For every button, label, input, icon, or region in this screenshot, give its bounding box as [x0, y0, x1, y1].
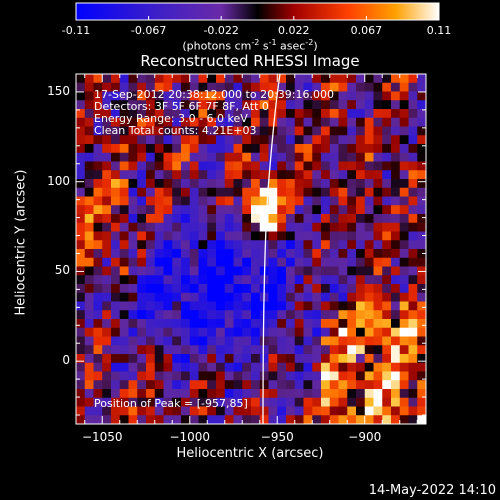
y-tick-label: 50 [54, 263, 70, 278]
colorbar-ticks [75, 16, 440, 20]
date-stamp: 14-May-2022 14:10 [368, 483, 496, 498]
y-axis-label: Heliocentric Y (arcsec) [13, 169, 29, 316]
solar-limb-line [262, 74, 281, 424]
colorbar-tick-label: -0.11 [61, 24, 91, 37]
peak-position-label: Position of Peak = [-957,85] [94, 397, 248, 410]
x-tick-label: −950 [260, 430, 294, 444]
axis-ticks [76, 73, 426, 424]
y-tick-label: 0 [62, 353, 70, 368]
colorbar-tick-label: -0.067 [130, 24, 167, 37]
y-tick-label: 100 [47, 173, 70, 188]
colorbar-tick-label: 0.022 [278, 24, 310, 37]
colorbar [75, 2, 440, 21]
colorbar-tick-label: 0.11 [426, 24, 452, 37]
info-line-energy: Energy Range: 3.0 - 6.0 keV [94, 112, 248, 125]
x-axis-label: Heliocentric X (arcsec) [176, 446, 324, 461]
colorbar-unit-label: (photons cm-2 s-1 asec-2) [182, 38, 318, 53]
colorbar-tick-label: -0.022 [203, 24, 239, 37]
colorbar-gradient [75, 2, 440, 21]
heatmap-pixels [76, 74, 426, 424]
info-line-clean: Clean Total counts: 4.21E+03 [94, 124, 257, 137]
info-line-detectors: Detectors: 3F 5F 6F 7F 8F, Att 0 [94, 100, 269, 113]
plot-frame [75, 73, 427, 425]
x-tick-label: −1000 [169, 430, 211, 444]
x-tick-label: −900 [348, 430, 382, 444]
info-line-time: 17-Sep-2012 20:38:12.000 to 20:39:16.000 [94, 88, 334, 101]
plot-title: Reconstructed RHESSI Image [140, 52, 360, 70]
x-tick-label: −1050 [81, 430, 123, 444]
colorbar-tick-label: 0.067 [350, 24, 383, 37]
y-tick-label: 150 [47, 83, 70, 98]
